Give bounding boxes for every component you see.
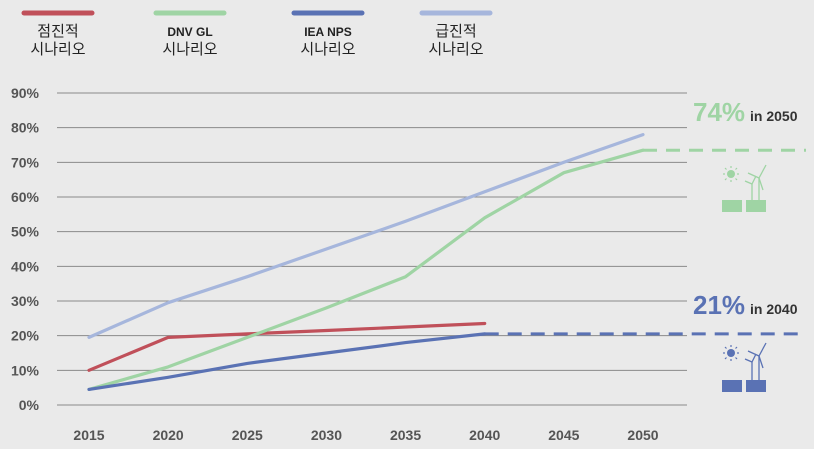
x-axis-ticks: 2015 2020 2025 2030 2035 2040 2045 2050 <box>73 427 658 443</box>
legend-label-line1: DNV GL <box>167 25 212 39</box>
legend-label-line2: 시나리오 <box>428 40 483 58</box>
series-lines <box>87 133 645 391</box>
x-tick-label: 2025 <box>232 427 263 443</box>
legend-label-line2: 시나리오 <box>300 40 355 58</box>
y-tick-label: 60% <box>11 189 40 205</box>
x-tick-label: 2035 <box>390 427 421 443</box>
x-tick-label: 2015 <box>73 427 104 443</box>
x-tick-label: 2050 <box>627 427 658 443</box>
legend-label-line2: 시나리오 <box>162 40 217 58</box>
solar-panel-icon <box>722 380 766 392</box>
x-tick-label: 2040 <box>469 427 500 443</box>
y-tick-label: 80% <box>11 120 40 136</box>
solar-panel-icon <box>722 200 766 212</box>
series-line <box>87 332 487 391</box>
annotation-pct-2050: 74% <box>693 97 745 127</box>
legend-label-line1: IEA NPS <box>304 25 352 39</box>
y-tick-label: 30% <box>11 293 40 309</box>
series-line <box>87 321 487 372</box>
annotation-2050: 74% in 2050 <box>693 97 798 127</box>
renewable-icon-blue <box>722 342 767 392</box>
y-tick-label: 20% <box>11 328 40 344</box>
annotation-pct-2040: 21% <box>693 290 745 320</box>
legend-label-line2: 시나리오 <box>30 40 85 58</box>
y-tick-label: 40% <box>11 258 40 274</box>
y-tick-label: 90% <box>11 85 40 101</box>
wind-turbine-icon <box>744 342 767 380</box>
legend-label-line1: 급진적 <box>435 22 476 40</box>
y-tick-label: 10% <box>11 362 40 378</box>
x-tick-label: 2020 <box>153 427 184 443</box>
series-line <box>87 148 645 391</box>
sun-icon <box>723 166 739 182</box>
y-axis-ticks: 0% 10% 20% 30% 40% 50% 60% 70% 80% 90% <box>11 85 40 413</box>
renewable-icon-green <box>722 164 767 212</box>
legend-label-line1: 점진적 <box>37 22 78 40</box>
annotation-2040: 21% in 2040 <box>693 290 798 320</box>
y-tick-label: 70% <box>11 154 40 170</box>
annotation-suffix-2040: in 2040 <box>750 301 798 317</box>
series-line <box>87 133 645 339</box>
wind-turbine-icon <box>744 164 767 200</box>
x-tick-label: 2030 <box>311 427 342 443</box>
annotation-dashed-lines <box>484 148 806 336</box>
grid-lines <box>57 92 687 406</box>
y-tick-label: 0% <box>19 397 40 413</box>
x-tick-label: 2045 <box>548 427 579 443</box>
sun-icon <box>723 345 739 361</box>
annotation-suffix-2050: in 2050 <box>750 108 798 124</box>
y-tick-label: 50% <box>11 224 40 240</box>
